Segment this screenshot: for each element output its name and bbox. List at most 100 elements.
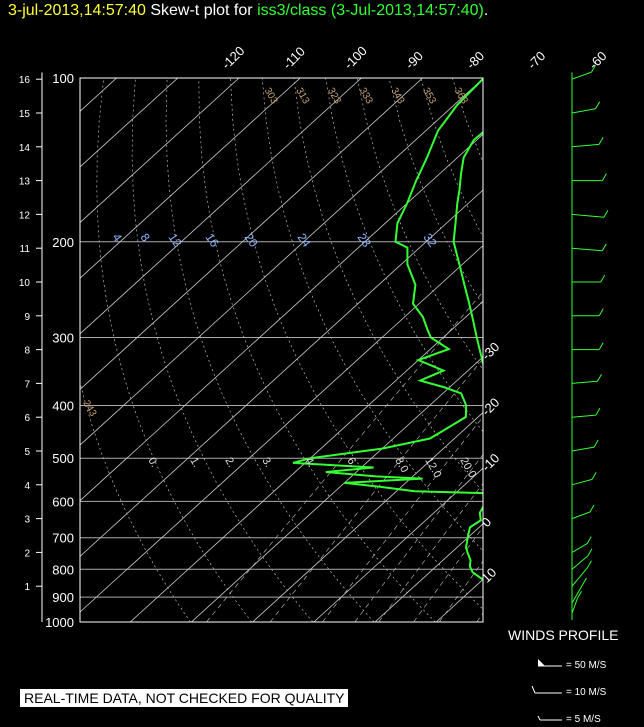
wind-barb-flag: [598, 308, 604, 317]
isotherm-label-top: -80: [463, 48, 487, 72]
dry-adiabat-line: [230, 78, 483, 610]
mixing-ratio-line: [378, 482, 483, 622]
pressure-tick-label: 600: [52, 494, 74, 509]
legend-5ms: = 5 M/S: [566, 714, 601, 725]
pressure-tick-label: 800: [52, 562, 74, 577]
winds-profile-title: WINDS PROFILE: [508, 627, 619, 643]
mixing-ratio-line: [322, 416, 483, 622]
mixing-ratio-label-upper: 20: [242, 231, 261, 250]
mixing-ratio-label-upper: 12: [166, 231, 185, 250]
wind-barb-flag: [586, 536, 592, 544]
isotherm-line: [191, 356, 483, 622]
mixing-ratio-label-upper: 8: [138, 231, 153, 245]
wind-barb-flag: [586, 560, 592, 569]
dry-adiabat-label: 243: [80, 399, 98, 419]
height-tick-label: 1: [24, 582, 30, 593]
dewpoint-profile-line: [292, 78, 483, 581]
isotherm-label-right: 10: [479, 565, 500, 586]
isotherm-line: [80, 133, 483, 502]
mixing-ratio-label-upper: 16: [203, 231, 222, 250]
sounding-lines: [292, 78, 483, 581]
pressure-tick-label: 400: [52, 399, 74, 414]
mixing-ratio-label-upper: 32: [421, 231, 440, 250]
wind-barb: [571, 584, 583, 604]
isotherm-line: [80, 78, 240, 224]
mixing-ratio-label-lower: 1.: [187, 456, 202, 470]
mixing-ratio-line: [574, 242, 644, 622]
height-tick-label: 2: [24, 548, 30, 559]
height-tick-label: 13: [19, 177, 31, 188]
isotherm-line: [80, 78, 362, 335]
axis-labels: 1002003004005006007008009001000123456789…: [19, 43, 610, 630]
dry-adiabat-line: [388, 78, 483, 306]
isotherm-line: [80, 189, 483, 557]
wind-barb-flag: [598, 137, 604, 145]
wind-barb-flag: [589, 504, 595, 513]
wind-barb-flag: [591, 472, 597, 480]
height-tick-label: 8: [24, 346, 30, 357]
isotherm-line: [497, 78, 644, 622]
wind-barb: [571, 414, 596, 418]
title-plot-label: Skew-t plot for: [150, 2, 253, 19]
dry-adiabat-line: [131, 78, 314, 622]
title-platform: iss3/class (3-Jul-2013,14:57:40): [257, 2, 484, 19]
mixing-ratio-line: [476, 612, 483, 622]
title-timestamp: 3-jul-2013,14:57:40: [8, 2, 146, 19]
isotherm-line: [80, 78, 423, 390]
isotherm-label-top: -100: [341, 43, 370, 72]
isotherm-line: [374, 523, 483, 622]
isotherm-label-top: -70: [525, 48, 549, 72]
isotherm-label-top: -110: [280, 44, 308, 72]
wind-barb-flag: [601, 173, 607, 181]
wind-barb-flag: [603, 209, 609, 218]
plot-border: [79, 77, 484, 623]
quality-disclaimer: REAL-TIME DATA, NOT CHECKED FOR QUALITY: [20, 689, 349, 707]
dry-adiabat-label: 343: [388, 86, 406, 106]
dry-adiabat-line: [611, 78, 644, 622]
height-tick-label: 16: [19, 75, 31, 86]
mixing-ratio-label-lower: 0.: [145, 456, 160, 470]
pressure-tick-label: 700: [52, 531, 74, 546]
pressure-tick-label: 1000: [45, 615, 74, 630]
wind-barb-flag: [595, 407, 601, 416]
mixing-ratio-line: [269, 358, 483, 622]
mixing-ratio-line: [504, 242, 644, 622]
mixing-ratio-lines: [206, 242, 644, 622]
dry-adiabat-line: [484, 78, 644, 622]
wind-barb: [571, 143, 600, 148]
wind-barb: [571, 108, 596, 114]
isotherm-label-right: -10: [479, 450, 503, 474]
wind-barb-flag: [600, 274, 606, 283]
isotherm-label-right: -20: [479, 395, 503, 419]
wind-barb: [571, 446, 595, 452]
dry-adiabat-line: [420, 78, 483, 238]
height-tick-label: 5: [24, 447, 30, 458]
wind-profile: [571, 64, 609, 620]
mixing-ratio-line: [206, 291, 483, 622]
isotherm-label-top: -60: [586, 48, 610, 72]
legend-10ms: = 10 M/S: [566, 687, 607, 698]
height-tick-label: 3: [24, 515, 30, 526]
height-tick-label: 14: [19, 143, 31, 154]
mixing-ratio-label-lower: 12.0: [422, 456, 443, 481]
height-tick-label: 4: [24, 481, 30, 492]
isotherm-label-right: 0: [479, 514, 495, 530]
isotherm-line: [559, 78, 644, 622]
legend-50ms-symbol: [538, 659, 545, 666]
mixing-ratio-label-upper: 4: [110, 231, 125, 245]
wind-legend-symbols: [531, 659, 562, 721]
mixing-ratio-label-lower: 3.: [259, 456, 274, 470]
height-tick-label: 6: [24, 413, 30, 424]
legend-10ms-flag: [531, 685, 536, 694]
wind-barb: [571, 555, 589, 570]
dry-adiabat-label: 313: [293, 86, 311, 106]
wind-barb-flag: [587, 548, 593, 557]
mixing-ratio-line: [560, 242, 644, 622]
wind-barb: [571, 247, 603, 252]
wind-barb: [571, 380, 598, 384]
dry-adiabat-line: [80, 381, 191, 622]
title-period: .: [483, 2, 489, 19]
wind-barb-flag: [581, 577, 587, 586]
wind-barb-flag: [598, 342, 604, 350]
